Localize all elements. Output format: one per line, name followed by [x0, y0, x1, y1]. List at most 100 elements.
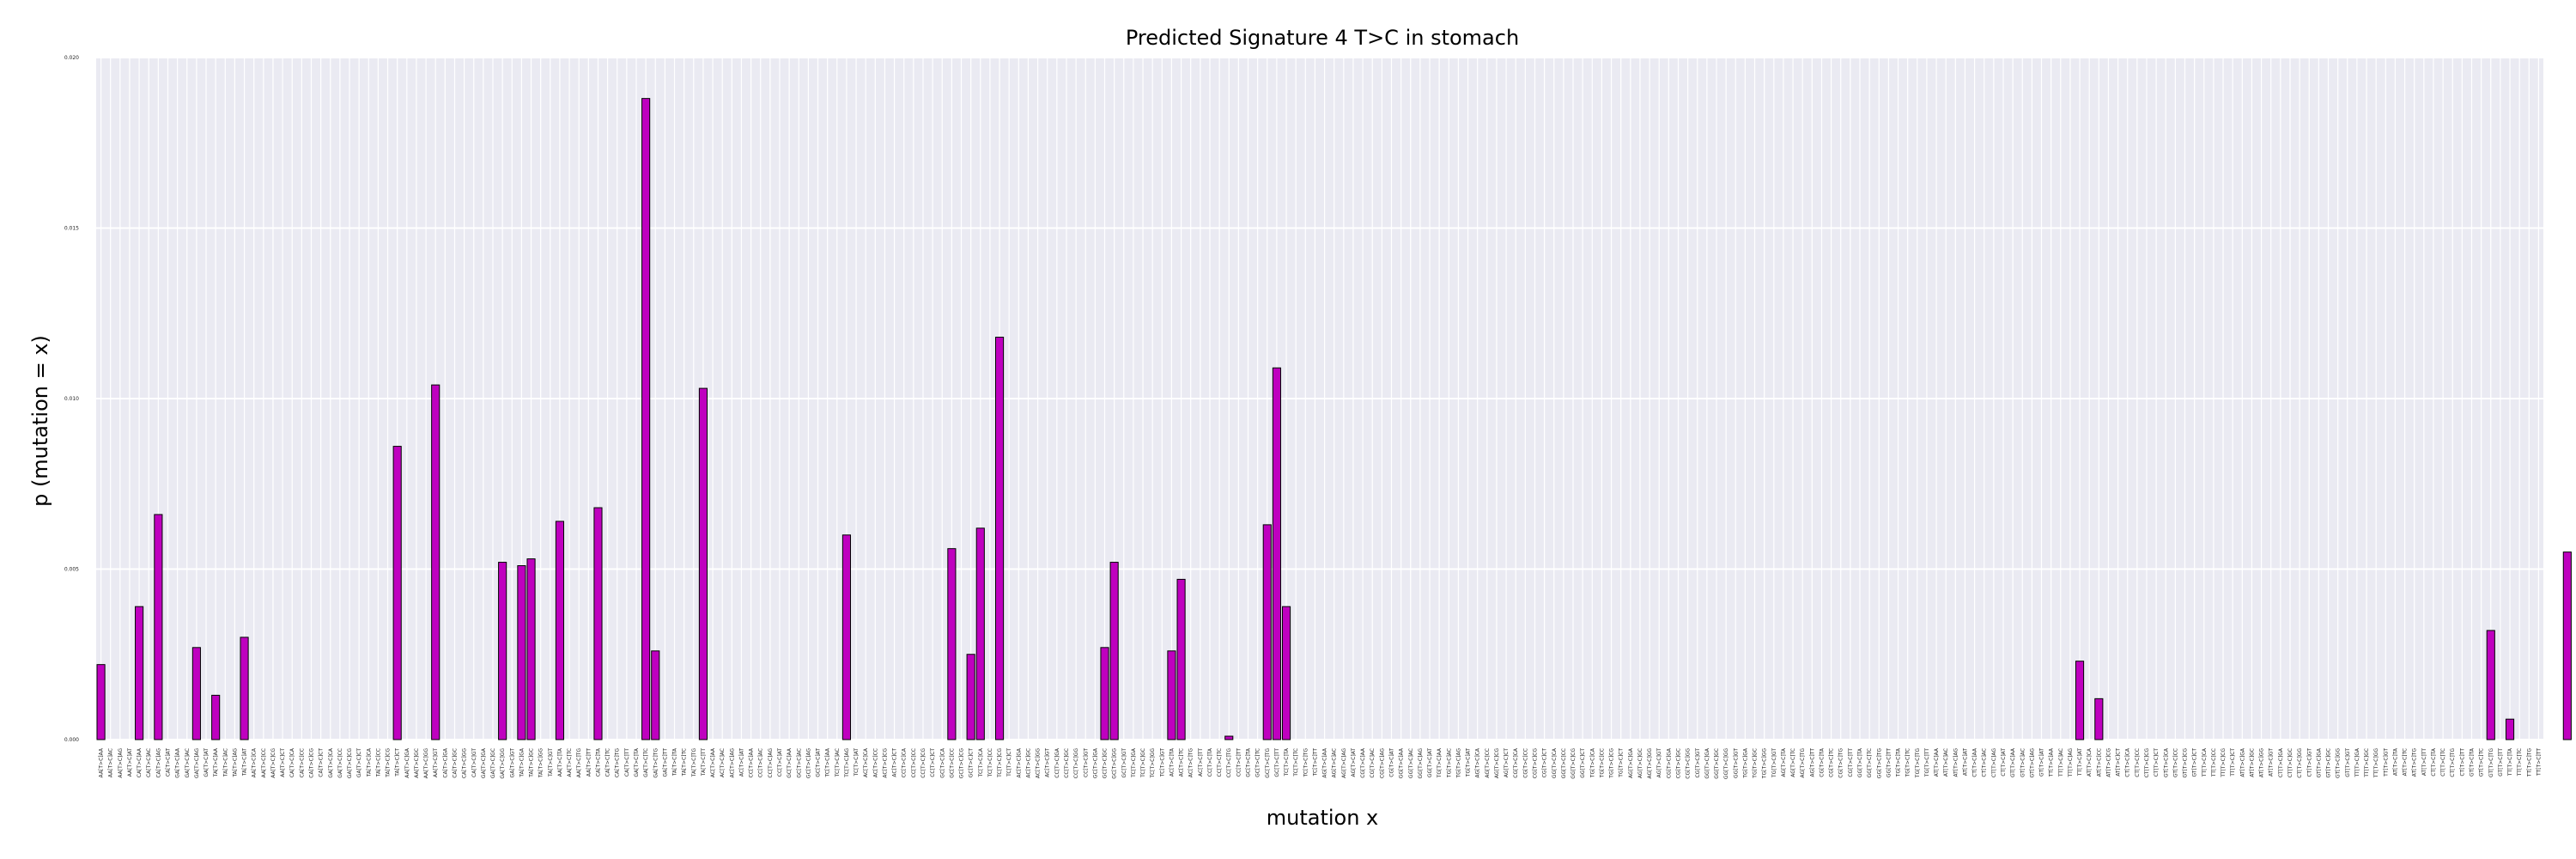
bar	[1176, 578, 1186, 740]
bar	[191, 647, 201, 740]
bar	[1262, 524, 1272, 740]
x-tick-label: CC[T>C]CG	[920, 748, 927, 778]
x-tick-label: TC[T>C]CT	[1006, 748, 1012, 777]
x-tick-label: AA[T>C]TT	[586, 748, 592, 777]
x-tick-label: CG[T>C]TT	[1848, 748, 1854, 777]
x-tick-label: TT[T>C]GA	[2354, 747, 2360, 777]
x-tick-label: CC[T>C]GT	[1083, 748, 1089, 777]
bar	[2094, 698, 2104, 740]
x-tick-label: AT[T>C]CA	[2087, 747, 2093, 777]
x-tick-label: TC[T>C]CA	[978, 747, 984, 777]
x-tick-label: AT[T>C]AG	[1953, 748, 1959, 777]
bar	[1100, 647, 1109, 740]
x-tick-label: GC[T>C]CA	[939, 747, 945, 778]
bar	[1281, 606, 1291, 740]
x-tick-label: TT[T>C]CA	[2202, 747, 2208, 777]
x-tick-label: TC[T>C]CC	[987, 748, 993, 777]
bar	[651, 650, 660, 740]
x-tick-label: TC[T>C]TG	[1303, 748, 1309, 778]
x-tick-label: CA[T>C]GG	[462, 748, 468, 779]
x-tick-label: GA[T>C]AC	[185, 748, 191, 778]
x-tick-label: TA[T>C]TT	[701, 748, 707, 777]
x-tick-label: CC[T>C]TC	[1217, 748, 1223, 777]
x-tick-label: AA[T>C]CC	[261, 748, 267, 777]
x-tick-label: TA[T>C]GG	[538, 748, 544, 779]
bar	[1224, 735, 1234, 740]
x-tick-label: AG[T>C]AC	[1332, 748, 1338, 777]
x-tick-label: TA[T>C]GA	[519, 747, 525, 778]
x-tick-label: CT[T>C]GA	[2278, 747, 2284, 777]
x-tick-label: TT[T>C]TT	[2536, 748, 2542, 777]
x-tick-label: CC[T>C]TT	[1236, 748, 1242, 777]
x-tick-label: AC[T>C]AG	[729, 748, 735, 778]
x-tick-label: TT[T>C]GG	[2373, 748, 2379, 778]
x-tick-label: CA[T>C]CC	[299, 748, 305, 777]
x-tick-label: TA[T>C]GC	[529, 748, 535, 778]
x-tick-label: AT[T>C]CG	[2105, 748, 2111, 777]
bar	[240, 637, 249, 740]
x-tick-label: GG[T>C]AT	[1427, 748, 1433, 778]
x-tick-label: CA[T>C]GC	[452, 748, 458, 778]
x-tick-label: AT[T>C]TG	[2412, 748, 2418, 777]
x-axis-label: mutation x	[1267, 806, 1379, 830]
x-tick-label: GG[T>C]AC	[1408, 748, 1414, 778]
x-tick-label: TG[T>C]TC	[1905, 748, 1911, 777]
x-tick-label: GA[T>C]AG	[194, 748, 200, 778]
x-tick-label: GA[T>C]GT	[509, 748, 515, 778]
x-tick-label: AC[T>C]TG	[1188, 748, 1194, 777]
bar	[135, 606, 144, 740]
x-tick-label: GC[T>C]GC	[1103, 748, 1109, 778]
x-tick-label: TT[T>C]AT	[2077, 748, 2083, 777]
x-tick-label: CC[T>C]CC	[911, 748, 917, 777]
x-tick-label: CT[T>C]CA	[2125, 747, 2131, 777]
x-tick-label: GA[T>C]AA	[175, 747, 181, 778]
bar	[1109, 562, 1119, 740]
x-tick-label: GC[T>C]AG	[805, 748, 811, 778]
x-tick-label: CC[T>C]AG	[768, 748, 774, 778]
x-tick-label: CT[T>C]TC	[2440, 748, 2446, 777]
x-tick-label: AC[T>C]CT	[892, 748, 898, 777]
x-tick-label: GT[T>C]CG	[2183, 748, 2189, 778]
x-tick-label: TA[T>C]TA	[672, 747, 678, 777]
x-tick-label: CG[T>C]AT	[1389, 748, 1395, 777]
x-tick-label: TA[T>C]TC	[682, 748, 688, 777]
x-tick-label: TG[T>C]GG	[1762, 748, 1768, 780]
x-tick-label: AG[T>C]GG	[1647, 748, 1653, 779]
y-axis-ticks: 0.000 0.005 0.010 0.015 0.020	[64, 55, 79, 743]
x-tick-label: AA[T>C]AA	[99, 747, 105, 777]
x-tick-label: GA[T>C]GC	[490, 748, 496, 778]
x-tick-label: CA[T>C]TA	[595, 747, 601, 777]
x-tick-label: GT[T>C]CC	[2172, 748, 2178, 777]
x-tick-label: AA[T>C]GG	[423, 748, 429, 779]
x-tick-label: GA[T>C]TG	[653, 748, 659, 778]
x-tick-label: AA[T>C]GC	[414, 748, 420, 778]
x-tick-label: GG[T>C]GG	[1723, 748, 1729, 780]
x-tick-label: CT[T>C]GC	[2287, 748, 2293, 777]
bar	[2505, 718, 2515, 740]
x-tick-label: CG[T>C]GT	[1695, 748, 1701, 778]
x-tick-label: AC[T>C]CA	[863, 747, 869, 777]
x-tick-label: GA[T>C]AT	[204, 748, 210, 777]
bar	[96, 664, 106, 740]
x-tick-label: AG[T>C]CG	[1494, 748, 1500, 778]
bar	[431, 384, 440, 740]
x-tick-label: GC[T>C]GG	[1112, 748, 1118, 779]
x-tick-label: CC[T>C]GC	[1064, 748, 1070, 778]
x-tick-label: GG[T>C]CT	[1580, 748, 1586, 778]
x-tick-label: AG[T>C]GT	[1656, 748, 1662, 778]
x-tick-label: AC[T>C]TT	[1198, 748, 1204, 777]
x-tick-label: AT[T>C]CT	[2116, 748, 2122, 777]
bar	[2486, 630, 2495, 740]
x-tick-label: CA[T>C]AC	[146, 748, 152, 777]
x-tick-label: TG[T>C]AC	[1446, 748, 1452, 778]
x-tick-label: AG[T>C]TT	[1809, 748, 1815, 777]
x-tick-label: TT[T>C]GC	[2364, 748, 2370, 778]
x-tick-label: AG[T>C]TA	[1781, 747, 1787, 777]
x-tick-label: AG[T>C]GC	[1637, 748, 1643, 778]
bar	[1167, 650, 1176, 740]
x-tick-label: AG[T>C]CC	[1485, 748, 1491, 778]
bar	[841, 534, 851, 740]
x-tick-label: TG[T>C]CT	[1619, 748, 1625, 778]
x-tick-label: AA[T>C]GT	[433, 748, 439, 777]
